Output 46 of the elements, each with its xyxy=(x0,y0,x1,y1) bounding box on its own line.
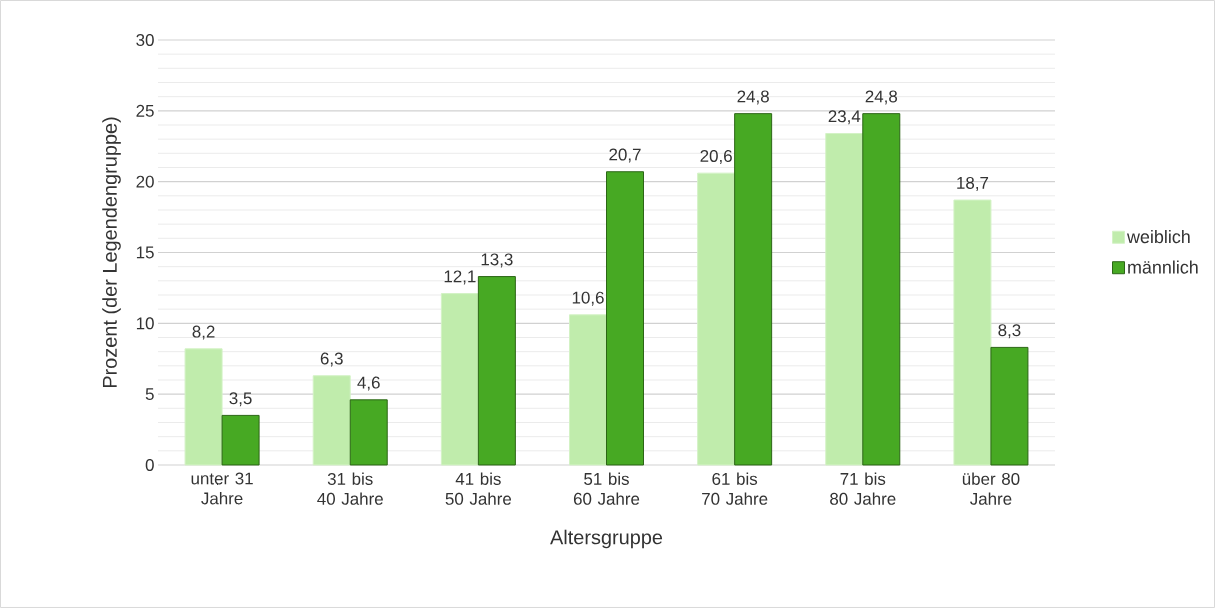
y-tick-label: 25 xyxy=(136,104,154,117)
legend-label: weiblich xyxy=(1126,230,1190,244)
legend-label: männlich xyxy=(1128,260,1198,274)
bar xyxy=(606,171,645,466)
data-label: 8,3 xyxy=(998,324,1021,339)
bar xyxy=(569,314,608,466)
x-tick-label: unter 31 Jahre xyxy=(191,472,253,505)
y-tick-label: 20 xyxy=(136,175,154,188)
data-label: 13,3 xyxy=(481,253,513,268)
bar xyxy=(221,414,260,466)
bar xyxy=(349,399,388,466)
y-tick-label: 0 xyxy=(145,458,154,471)
data-label: 24,8 xyxy=(737,90,769,105)
data-label: 23,4 xyxy=(828,110,861,125)
data-label: 6,3 xyxy=(320,352,343,367)
data-label: 12,1 xyxy=(444,270,476,285)
data-label: 10,6 xyxy=(572,291,604,306)
y-axis-title: Prozent (der Legendengruppe) xyxy=(102,117,121,388)
bar xyxy=(953,199,992,466)
y-tick-label: 30 xyxy=(136,33,154,46)
data-label: 24,8 xyxy=(865,90,898,105)
x-tick-label: 51 bis 60 Jahre xyxy=(573,472,640,505)
data-label: 20,7 xyxy=(609,148,641,163)
bar xyxy=(184,348,223,466)
x-tick-label: über 80 Jahre xyxy=(962,472,1020,505)
data-label: 3,5 xyxy=(229,392,252,407)
y-tick-label: 10 xyxy=(136,317,154,330)
x-tick-label: 31 bis 40 Jahre xyxy=(317,472,383,505)
bar xyxy=(734,113,773,466)
y-tick-label: 15 xyxy=(136,246,154,259)
x-axis-title: Altersgruppe xyxy=(550,529,663,549)
bar xyxy=(477,276,516,466)
bar xyxy=(990,346,1029,466)
x-tick-label: 61 bis 70 Jahre xyxy=(702,472,768,505)
data-label: 8,2 xyxy=(192,325,215,340)
bar xyxy=(312,375,351,466)
data-label: 20,6 xyxy=(700,149,732,164)
x-tick-label: 71 bis 80 Jahre xyxy=(830,472,896,505)
bar xyxy=(697,172,736,466)
data-label: 4,6 xyxy=(357,376,380,391)
bar xyxy=(440,293,479,466)
data-label: 18,7 xyxy=(957,176,989,191)
x-tick-label: 41 bis 50 Jahre xyxy=(445,472,512,505)
bar xyxy=(862,113,901,466)
bar xyxy=(825,132,864,466)
y-tick-label: 5 xyxy=(145,388,154,401)
